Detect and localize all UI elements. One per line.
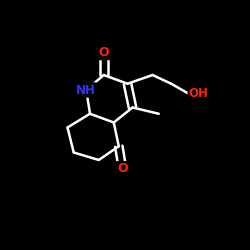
Text: OH: OH: [189, 87, 208, 100]
Text: O: O: [98, 46, 109, 59]
Text: O: O: [117, 162, 128, 175]
Text: NH: NH: [76, 84, 96, 96]
